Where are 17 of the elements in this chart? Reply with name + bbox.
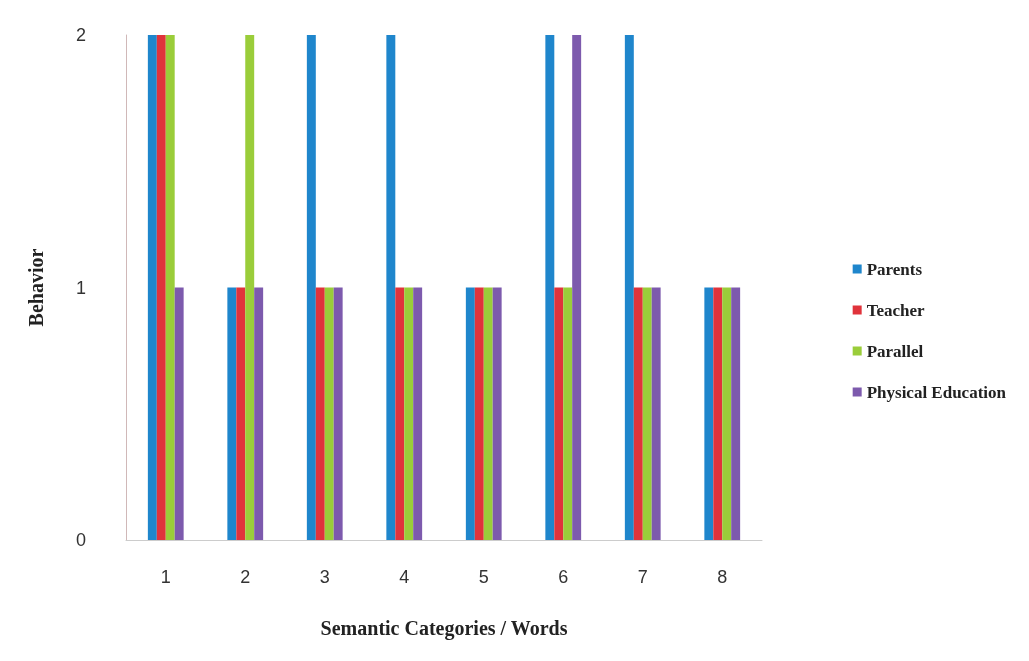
legend-label: Physical Education — [866, 382, 1007, 402]
legend-label: Parallel — [866, 341, 924, 361]
x-axis-title: Semantic Categories / Words — [320, 617, 568, 640]
x-tick-label: 1 — [160, 567, 171, 587]
legend-label: Teacher — [866, 300, 926, 320]
x-tick-label: 5 — [478, 567, 489, 587]
y-tick-label: 1 — [75, 277, 86, 298]
x-tick-label: 2 — [240, 567, 251, 587]
x-tick-label: 6 — [558, 567, 569, 587]
x-tick-label: 8 — [717, 567, 728, 587]
x-tick-label: 3 — [319, 567, 330, 587]
y-axis-title: Behavior — [25, 248, 47, 327]
y-tick-label: 0 — [75, 530, 86, 550]
x-tick-label: 7 — [637, 567, 648, 587]
legend-label: Parents — [866, 259, 923, 279]
y-tick-label: 2 — [75, 25, 86, 45]
x-tick-label: 4 — [399, 567, 410, 587]
